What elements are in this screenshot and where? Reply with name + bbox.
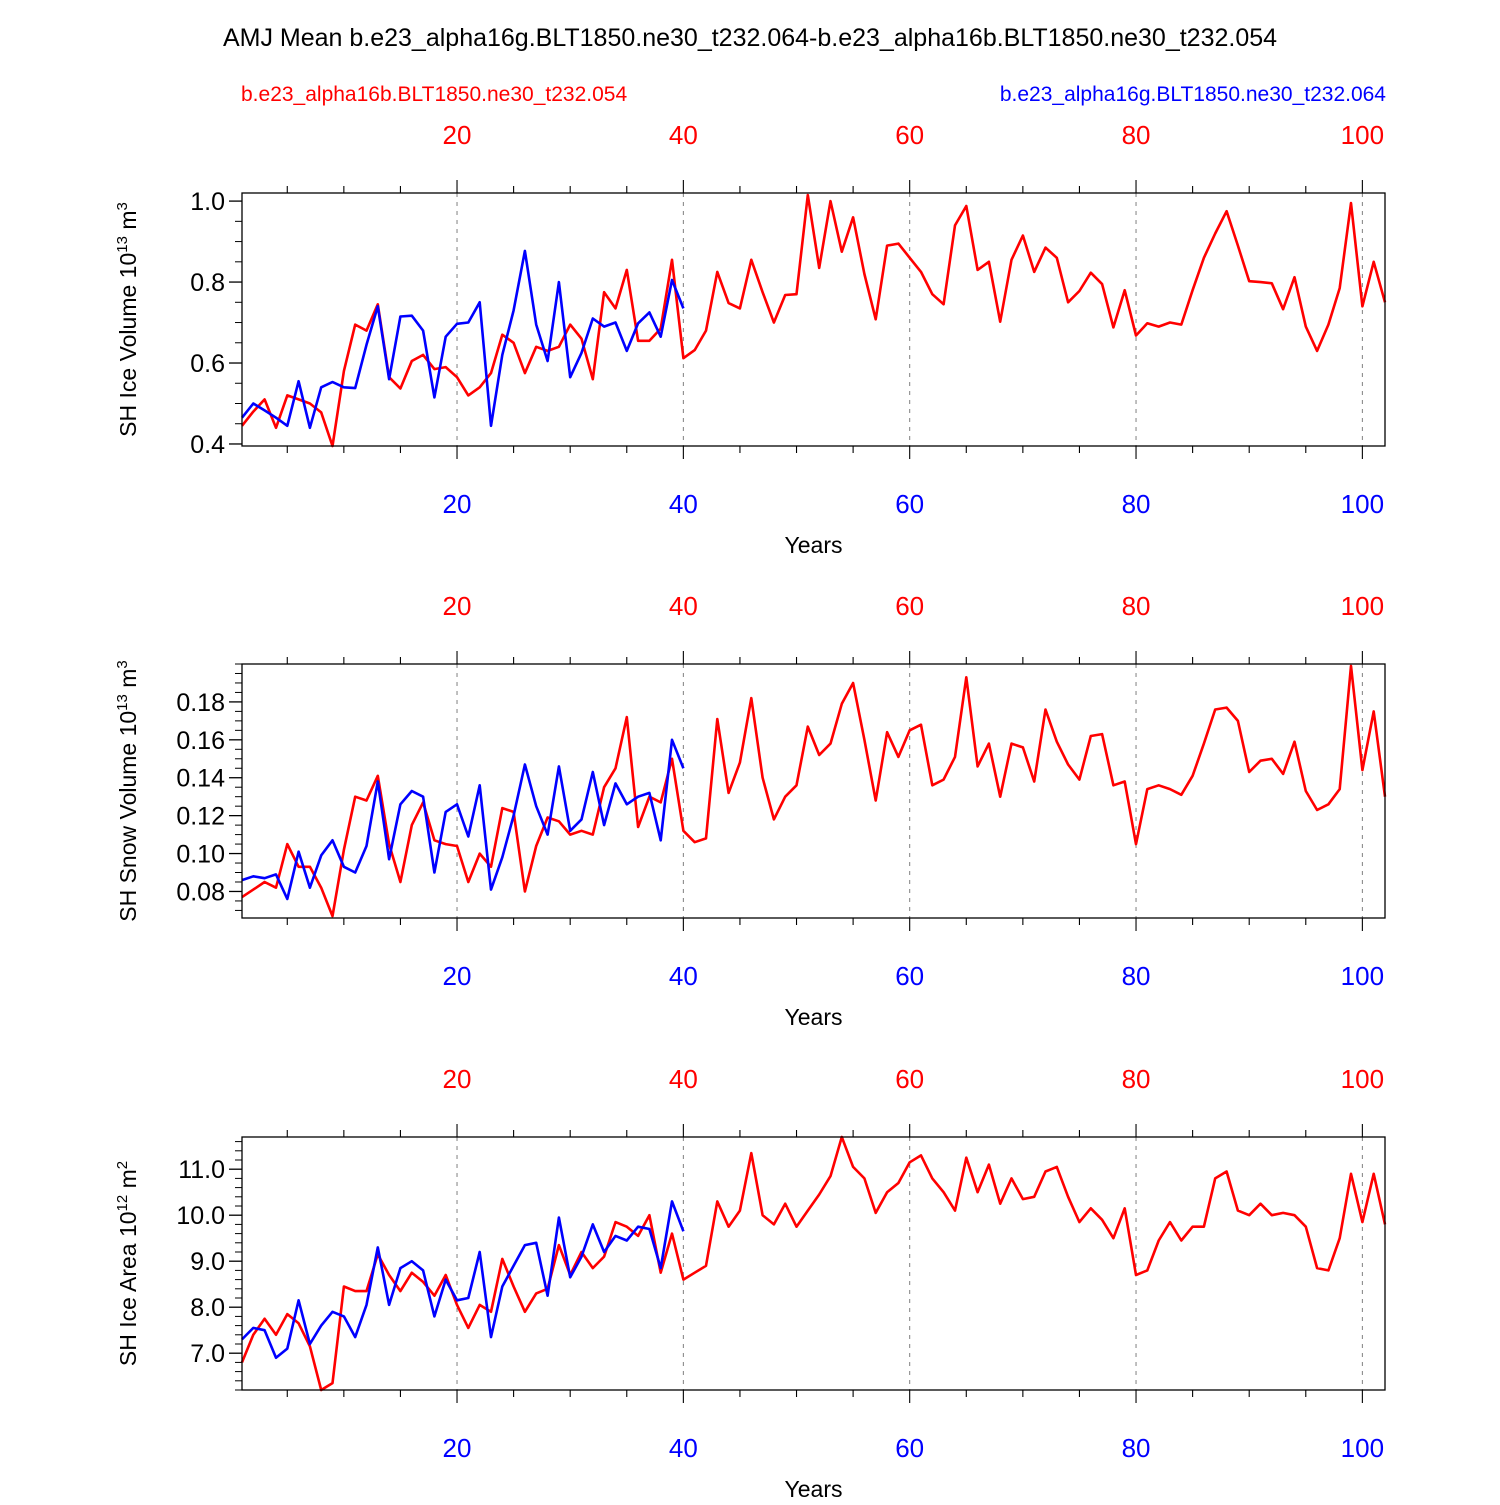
ice-area-x-bottom-tick-label: 60 bbox=[895, 1433, 924, 1463]
ice-volume-x-bottom-tick-label: 60 bbox=[895, 489, 924, 519]
ice-volume-x-axis-title: Years bbox=[785, 532, 843, 558]
plots-container: 0.4 0.6 0.8 1.0 20 20 40 40 60 60 80 80 100 100 Years S… bbox=[114, 120, 1387, 1502]
snow-volume-x-top-tick-label: 100 bbox=[1341, 591, 1384, 621]
figure-title: AMJ Mean b.e23_alpha16g.BLT1850.ne30_t23… bbox=[223, 24, 1277, 52]
ice-volume-x-top-tick-label: 40 bbox=[669, 120, 698, 150]
snow-volume-series-case-b-line bbox=[241, 664, 1387, 918]
ice-volume-x-bottom-tick-label: 40 bbox=[669, 489, 698, 519]
ice-volume-y-axis-title-part-3: m bbox=[115, 210, 141, 236]
ice-volume-x-top-tick-label: 100 bbox=[1341, 120, 1384, 150]
snow-volume-x-bottom-tick-label: 60 bbox=[895, 961, 924, 991]
ice-volume-x-bottom-tick-label: 100 bbox=[1341, 489, 1384, 519]
ice-volume-x-top-tick-label: 20 bbox=[443, 120, 472, 150]
snow-volume-x-bottom-tick-label: 100 bbox=[1341, 961, 1384, 991]
ice-area-y-axis-title-part-2: 12 bbox=[114, 1195, 131, 1212]
ice-volume-y-tick-label: 0.4 bbox=[190, 431, 225, 459]
snow-volume-y-axis-title-part-3: m bbox=[115, 669, 141, 695]
ice-volume-x-top-tick-label: 80 bbox=[1122, 120, 1151, 150]
ice-volume-y-axis-title-part-2: 13 bbox=[114, 236, 131, 253]
ice-volume-y-tick-label: 1.0 bbox=[190, 188, 225, 216]
ice-volume-y-axis-title-part-1: SH Ice Volume 10 bbox=[115, 253, 141, 437]
ice-area-y-axis-title-part-4: 2 bbox=[114, 1161, 131, 1169]
ice-area-y-tick-label: 9.0 bbox=[190, 1248, 225, 1276]
snow-volume-x-bottom-tick-label: 80 bbox=[1122, 961, 1151, 991]
panel-snow-volume: 0.08 0.10 0.12 0.14 0.16 0.18 20 20 40 40 60 60 80 80… bbox=[114, 591, 1387, 1030]
ice-area-y-tick-label: 7.0 bbox=[190, 1340, 225, 1368]
snow-volume-y-axis-title-part-1: SH Snow Volume 10 bbox=[115, 711, 141, 922]
ice-volume-series-case-b-line bbox=[240, 193, 1387, 448]
ice-area-y-axis-title-part-1: SH Ice Area 10 bbox=[115, 1211, 141, 1366]
ice-area-series-case-g-line bbox=[241, 1200, 685, 1360]
ice-area-x-top-tick-label: 40 bbox=[669, 1064, 698, 1094]
snow-volume-y-axis-title-part-2: 13 bbox=[114, 694, 131, 711]
ice-volume-x-top-tick-label: 60 bbox=[895, 120, 924, 150]
panel-ice-area: 7.0 8.0 9.0 10.0 11.0 20 20 40 40 60 60 80 80 100 100 Y… bbox=[114, 1064, 1387, 1502]
ice-volume-x-bottom-tick-label: 20 bbox=[443, 489, 472, 519]
ice-volume-y-tick-label: 0.6 bbox=[190, 350, 225, 378]
snow-volume-x-top-tick-label: 80 bbox=[1122, 591, 1151, 621]
ice-area-plot-frame bbox=[241, 1136, 1386, 1391]
ice-area-y-tick-label: 10.0 bbox=[176, 1202, 225, 1230]
ice-area-x-bottom-tick-label: 80 bbox=[1122, 1433, 1151, 1463]
ice-area-y-axis-title: SH Ice Area 1012 m2 bbox=[114, 1161, 141, 1366]
snow-volume-y-tick-label: 0.08 bbox=[176, 878, 225, 906]
snow-volume-y-tick-label: 0.16 bbox=[176, 727, 225, 755]
ice-area-x-top-tick-label: 100 bbox=[1341, 1064, 1384, 1094]
ice-volume-series-case-g-line bbox=[240, 249, 685, 430]
ice-volume-x-bottom-tick-label: 80 bbox=[1122, 489, 1151, 519]
ice-volume-y-axis-title: SH Ice Volume 1013 m3 bbox=[114, 202, 141, 437]
snow-volume-x-bottom-tick-label: 20 bbox=[443, 961, 472, 991]
legend-case-g: b.e23_alpha16g.BLT1850.ne30_t232.064 bbox=[1000, 83, 1386, 106]
ice-volume-y-axis-title-part-4: 3 bbox=[114, 202, 131, 210]
ice-area-x-bottom-tick-label: 20 bbox=[443, 1433, 472, 1463]
ice-area-series-case-b-line bbox=[240, 1135, 1387, 1392]
snow-volume-x-top-tick-label: 40 bbox=[669, 591, 698, 621]
snow-volume-y-axis-title-part-4: 3 bbox=[114, 660, 131, 668]
snow-volume-x-bottom-tick-label: 40 bbox=[669, 961, 698, 991]
ice-volume-y-tick-label: 0.8 bbox=[190, 269, 225, 297]
snow-volume-series-case-g-line bbox=[241, 738, 685, 901]
ice-area-x-top-tick-label: 20 bbox=[443, 1064, 472, 1094]
snow-volume-y-axis-title: SH Snow Volume 1013 m3 bbox=[114, 660, 141, 922]
snow-volume-y-tick-label: 0.12 bbox=[176, 803, 225, 831]
ice-area-x-top-tick-label: 60 bbox=[895, 1064, 924, 1094]
snow-volume-x-top-tick-label: 20 bbox=[443, 591, 472, 621]
ice-area-y-axis-title-part-3: m bbox=[115, 1169, 141, 1195]
ice-area-x-axis-title: Years bbox=[785, 1476, 843, 1500]
snow-volume-y-tick-label: 0.10 bbox=[176, 841, 225, 869]
snow-volume-y-tick-label: 0.18 bbox=[176, 689, 225, 717]
ice-area-y-tick-label: 8.0 bbox=[190, 1294, 225, 1322]
ice-area-y-tick-label: 11.0 bbox=[178, 1156, 225, 1184]
snow-volume-y-tick-label: 0.14 bbox=[176, 765, 225, 793]
legend-case-b: b.e23_alpha16b.BLT1850.ne30_t232.054 bbox=[241, 83, 627, 106]
panel-ice-volume: 0.4 0.6 0.8 1.0 20 20 40 40 60 60 80 80 100 100 Years S… bbox=[114, 120, 1387, 558]
ice-area-x-bottom-tick-label: 40 bbox=[669, 1433, 698, 1463]
snow-volume-plot-frame bbox=[241, 663, 1386, 919]
ice-area-x-bottom-tick-label: 100 bbox=[1341, 1433, 1384, 1463]
snow-volume-x-axis-title: Years bbox=[785, 1004, 843, 1030]
snow-volume-x-top-tick-label: 60 bbox=[895, 591, 924, 621]
ice-area-x-top-tick-label: 80 bbox=[1122, 1064, 1151, 1094]
ice-volume-plot-frame bbox=[241, 192, 1386, 447]
